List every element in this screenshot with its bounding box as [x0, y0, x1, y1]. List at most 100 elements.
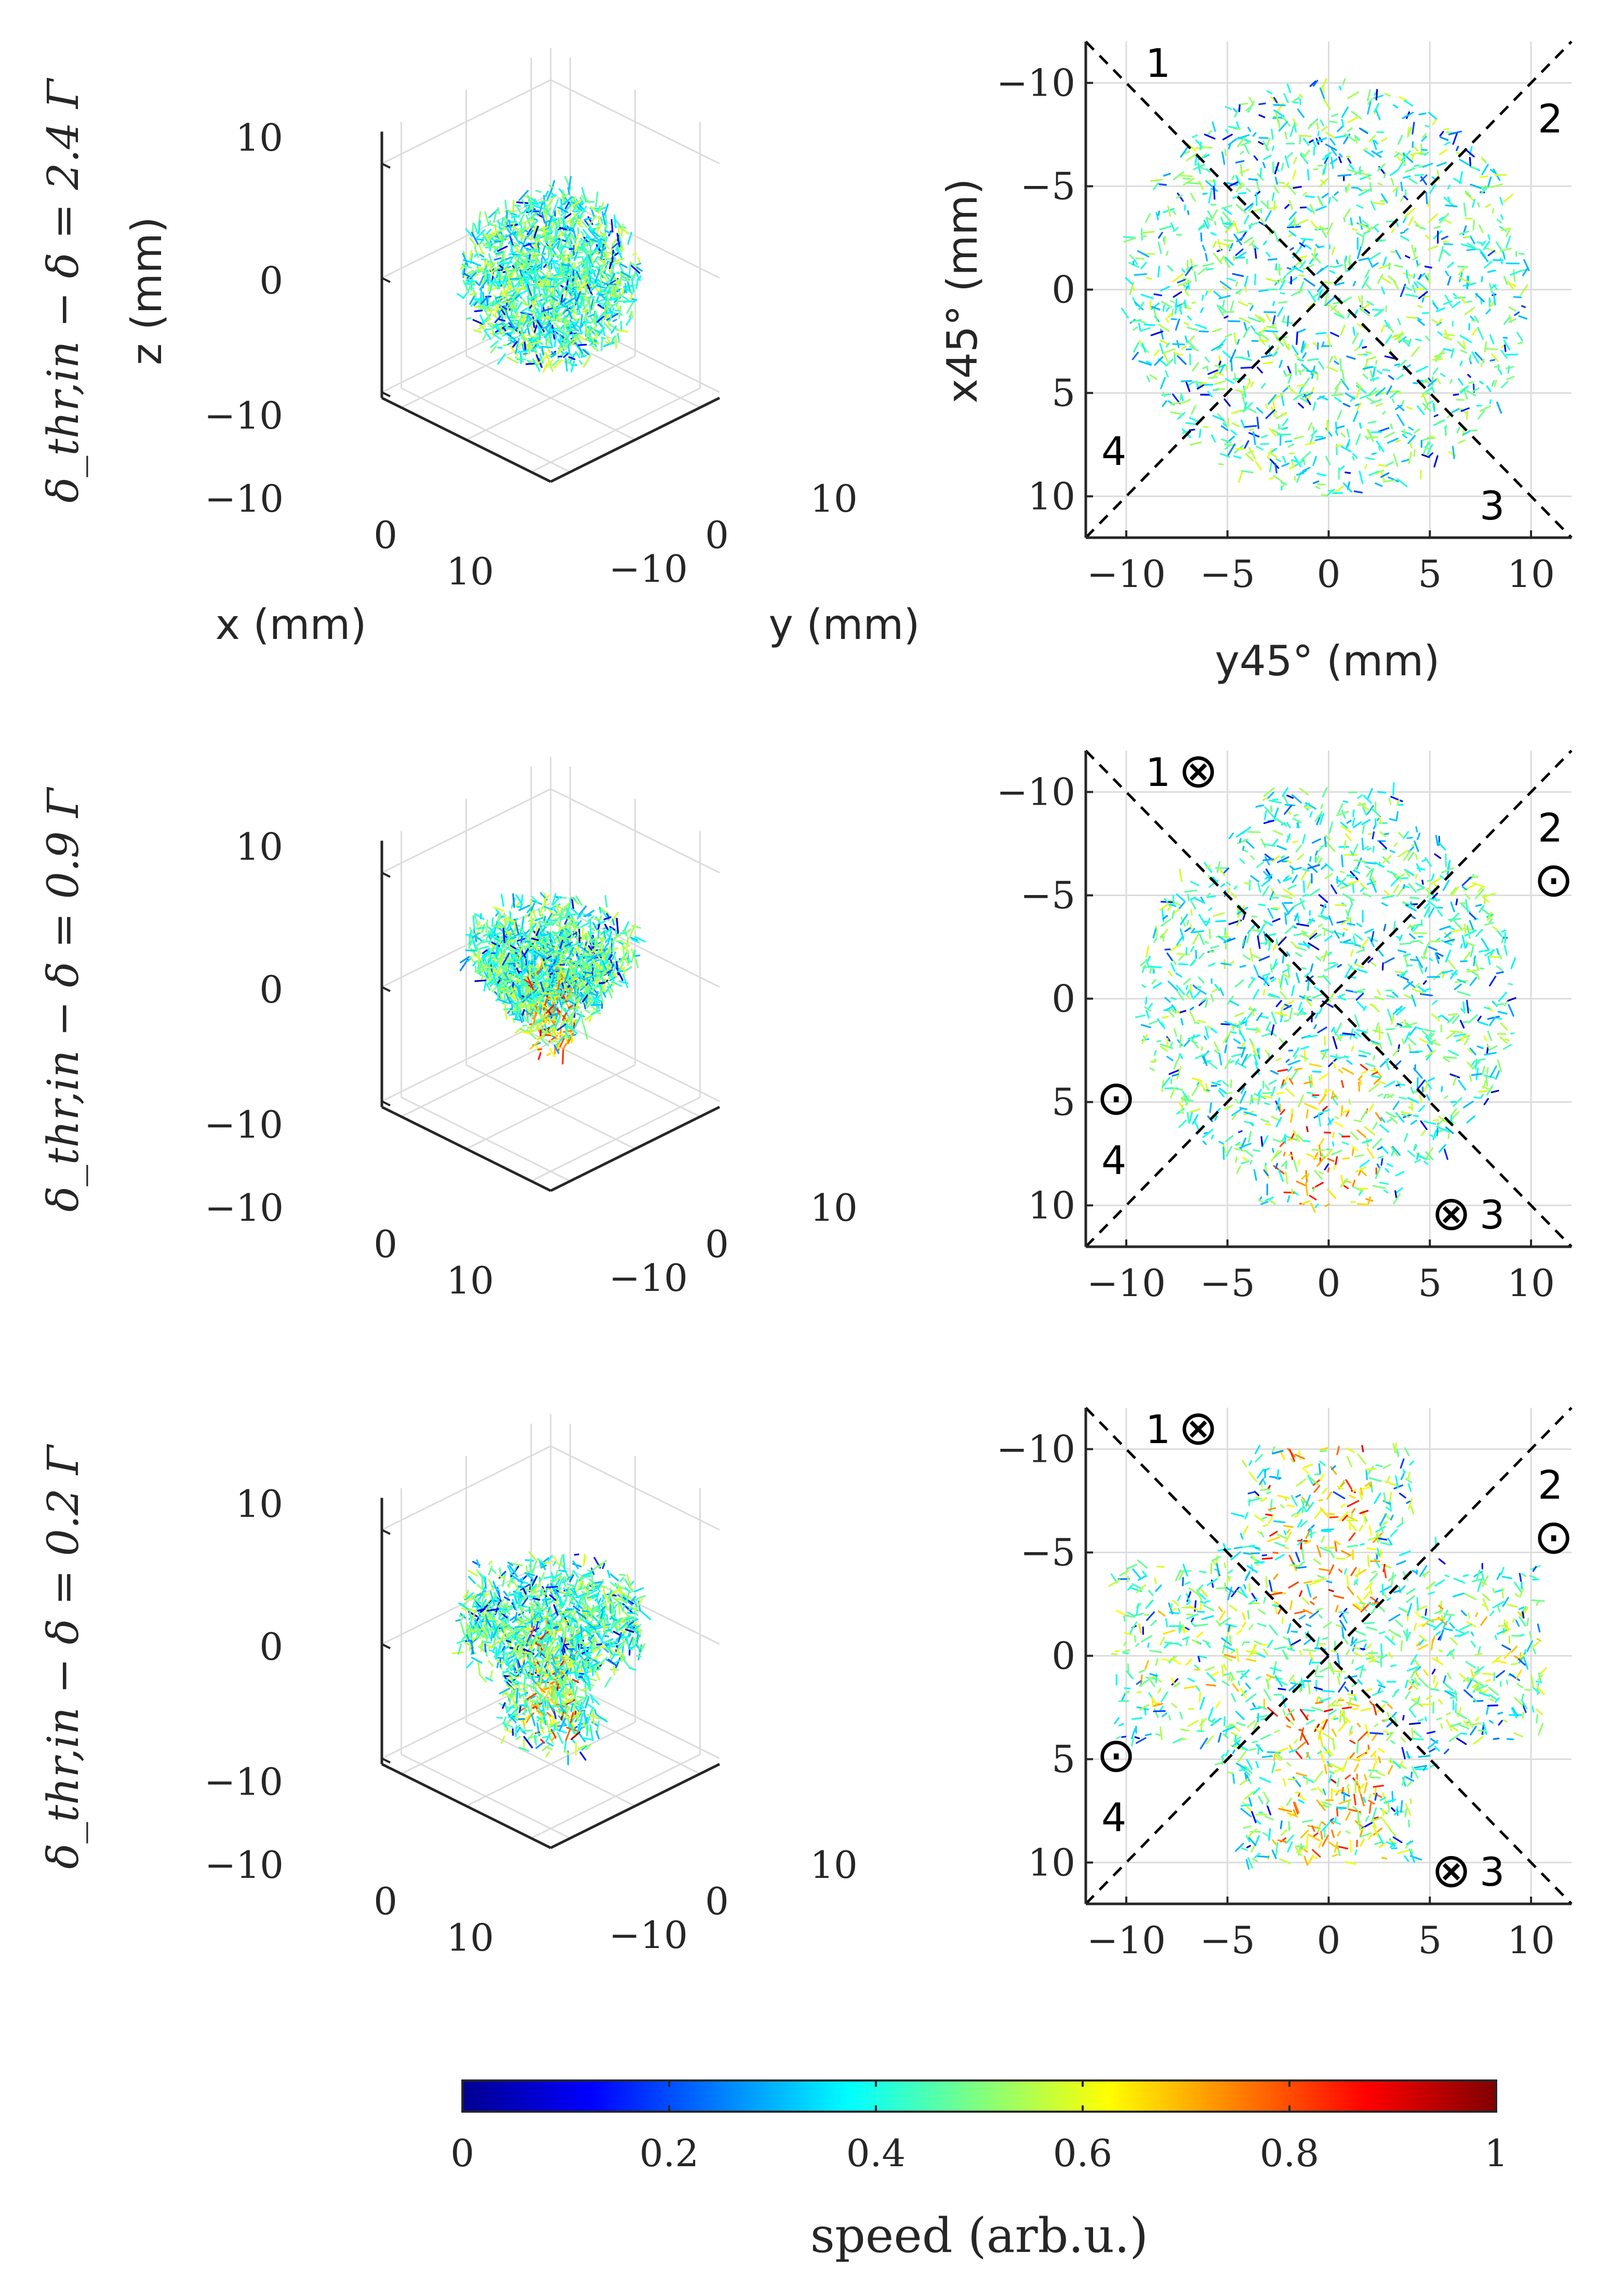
- velocity-arrow: [549, 1704, 555, 1712]
- velocity-arrow: [1479, 380, 1484, 385]
- velocity-arrow: [578, 266, 581, 273]
- velocity-arrow: [609, 973, 615, 982]
- velocity-arrow: [574, 1655, 578, 1663]
- velocity-arrow: [579, 1751, 587, 1761]
- velocity-arrow: [486, 979, 494, 986]
- velocity-arrow: [523, 249, 533, 257]
- velocity-arrow: [477, 1660, 481, 1675]
- velocity-arrow: [524, 311, 533, 320]
- velocity-arrow: [546, 1052, 551, 1057]
- velocity-arrow: [569, 1629, 573, 1635]
- velocity-arrow: [543, 895, 550, 901]
- velocity-arrow: [618, 980, 629, 984]
- velocity-arrow: [547, 1637, 554, 1642]
- velocity-arrow: [577, 227, 580, 234]
- velocity-arrow: [1243, 215, 1249, 224]
- velocity-arrow: [491, 286, 500, 290]
- velocity-arrow: [572, 278, 579, 284]
- velocity-arrow: [533, 238, 540, 247]
- velocity-arrow: [504, 1631, 513, 1640]
- velocity-arrow: [1146, 375, 1151, 382]
- velocity-arrow: [539, 1671, 543, 1687]
- velocity-arrow: [573, 319, 580, 324]
- velocity-arrow: [487, 1612, 497, 1617]
- velocity-arrow: [521, 916, 525, 929]
- velocity-arrow: [594, 1709, 597, 1715]
- velocity-arrow: [1165, 307, 1170, 312]
- velocity-arrow: [1439, 130, 1444, 137]
- velocity-arrow: [604, 1595, 613, 1606]
- velocity-arrow: [552, 896, 561, 906]
- velocity-arrow: [531, 896, 539, 903]
- velocity-arrow: [620, 1637, 627, 1644]
- velocity-arrow: [490, 1567, 497, 1574]
- velocity-arrow: [542, 1030, 554, 1036]
- velocity-arrow: [485, 1644, 495, 1649]
- velocity-arrow: [570, 1020, 575, 1032]
- velocity-arrow: [636, 1629, 639, 1644]
- velocity-arrow: [570, 908, 581, 918]
- velocity-arrow: [629, 264, 641, 274]
- velocity-arrow: [623, 966, 632, 972]
- velocity-arrow: [588, 1644, 592, 1650]
- velocity-arrow: [584, 1672, 589, 1681]
- velocity-arrow: [1357, 296, 1361, 303]
- velocity-arrow: [492, 906, 504, 912]
- velocity-arrow: [529, 269, 537, 277]
- velocity-arrow: [566, 958, 574, 968]
- velocity-arrow: [554, 1594, 559, 1603]
- velocity-arrow: [568, 1636, 574, 1640]
- velocity-arrow: [594, 268, 601, 283]
- velocity-arrow: [582, 943, 592, 953]
- velocity-arrow: [540, 1560, 546, 1570]
- velocity-arrow: [465, 1634, 473, 1646]
- velocity-arrow: [547, 964, 555, 972]
- velocity-arrow: [508, 272, 512, 278]
- row-label-1: δ_thr,in − δ = 2.4 Γ: [39, 77, 88, 503]
- velocity-arrow: [561, 1656, 567, 1663]
- velocity-arrow: [588, 945, 593, 951]
- velocity-arrow: [571, 1618, 577, 1622]
- velocity-arrow: [632, 298, 637, 303]
- velocity-arrow: [1363, 353, 1368, 356]
- velocity-arrow: [1258, 141, 1264, 145]
- velocity-arrow: [545, 1585, 558, 1589]
- velocity-arrow: [593, 961, 603, 970]
- velocity-arrow: [1144, 213, 1151, 223]
- velocity-arrow: [541, 314, 550, 321]
- x-tick-mark: [699, 1769, 708, 1775]
- velocity-arrow: [522, 993, 532, 1003]
- velocity-arrow: [538, 922, 542, 932]
- velocity-arrow: [581, 927, 584, 938]
- velocity-arrow: [1513, 269, 1516, 282]
- velocity-arrow: [570, 1731, 581, 1740]
- velocity-arrow: [635, 1655, 642, 1658]
- velocity-arrow: [542, 362, 548, 373]
- velocity-arrow: [503, 987, 509, 990]
- velocity-arrow: [509, 234, 514, 247]
- velocity-arrow: [560, 1596, 564, 1608]
- velocity-arrow: [488, 1595, 498, 1606]
- z-tick-mark: [381, 1100, 391, 1106]
- velocity-arrow: [564, 1740, 567, 1753]
- wall-grid: [550, 1445, 720, 1531]
- velocity-arrow: [465, 275, 472, 282]
- velocity-arrow: [537, 1048, 542, 1051]
- velocity-arrow: [488, 1565, 493, 1576]
- velocity-arrow: [573, 212, 581, 224]
- velocity-arrow: [482, 1600, 492, 1611]
- velocity-arrow: [596, 991, 599, 997]
- velocity-arrow: [535, 954, 539, 960]
- velocity-arrow: [517, 963, 528, 968]
- velocity-arrow: [539, 1687, 546, 1693]
- x-tick-right: 10: [446, 1916, 494, 1959]
- velocity-arrow: [495, 1623, 499, 1639]
- velocity-arrow: [603, 272, 613, 278]
- velocity-arrow: [581, 1606, 588, 1611]
- velocity-arrow: [586, 1703, 595, 1710]
- velocity-arrow: [581, 1651, 593, 1656]
- velocity-arrow: [558, 1595, 563, 1609]
- velocity-arrow: [517, 254, 525, 264]
- z-tick-bottom: −10: [204, 1760, 283, 1804]
- velocity-arrow: [619, 263, 628, 269]
